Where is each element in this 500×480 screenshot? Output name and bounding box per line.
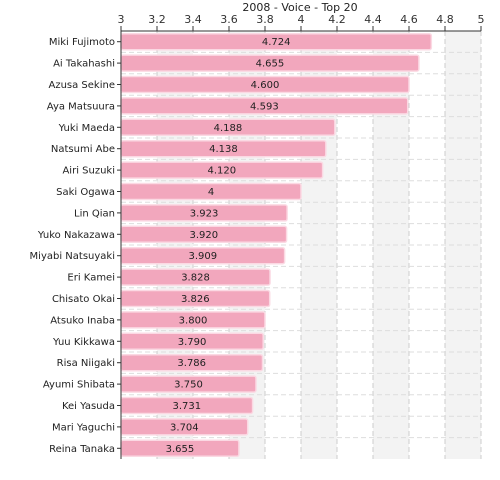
x-tick-label: 4.4 xyxy=(364,13,382,26)
category-label: Yuki Maeda xyxy=(58,123,115,134)
data-label: 3.731 xyxy=(172,401,201,412)
data-label: 3.786 xyxy=(177,358,206,369)
category-label: Ayumi Shibata xyxy=(43,380,115,391)
data-label: 3.828 xyxy=(181,273,210,284)
category-label: Eri Kamei xyxy=(67,273,115,284)
data-label: 4.600 xyxy=(251,80,280,91)
data-label: 4.120 xyxy=(207,166,236,177)
category-label: Risa Niigaki xyxy=(57,358,115,369)
data-label: 3.909 xyxy=(188,251,217,262)
x-tick-label: 3.8 xyxy=(256,13,274,26)
category-label: Yuko Nakazawa xyxy=(37,230,115,241)
data-label: 3.826 xyxy=(181,294,210,305)
bars xyxy=(120,32,433,458)
category-labels: Miki Fujimoto Ai Takahashi Azusa Sekine Aya… xyxy=(30,37,121,455)
category-label: Reina Tanaka xyxy=(49,444,115,455)
category-label: Mari Yaguchi xyxy=(52,422,115,433)
data-label: 4.138 xyxy=(209,144,238,155)
category-label: Saki Ogawa xyxy=(56,187,115,198)
x-tick-label: 3 xyxy=(118,13,125,26)
data-label: 3.655 xyxy=(166,444,195,455)
category-label: Azusa Sekine xyxy=(48,80,115,91)
x-tick-label: 4.8 xyxy=(436,13,454,26)
category-label: Yuu Kikkawa xyxy=(52,337,115,348)
x-tick-label: 4.6 xyxy=(400,13,418,26)
category-label: Kei Yasuda xyxy=(62,401,115,412)
x-tick-label: 4 xyxy=(298,13,305,26)
category-label: Atsuko Inaba xyxy=(50,315,115,326)
category-label: Aya Matsuura xyxy=(47,101,115,112)
x-tick-label: 3.2 xyxy=(148,13,166,26)
category-label: Ai Takahashi xyxy=(53,59,115,70)
data-label: 3.920 xyxy=(189,230,218,241)
data-label: 4 xyxy=(208,187,214,198)
category-label: Natsumi Abe xyxy=(51,144,115,155)
data-label: 4.655 xyxy=(256,59,285,70)
data-label: 3.923 xyxy=(190,208,219,219)
x-tick-label: 3.4 xyxy=(184,13,202,26)
category-label: Miyabi Natsuyaki xyxy=(30,251,115,262)
category-label: Miki Fujimoto xyxy=(49,37,115,48)
category-label: Chisato Okai xyxy=(52,294,115,305)
category-label: Airi Suzuki xyxy=(62,166,115,177)
data-label: 4.724 xyxy=(262,37,291,48)
data-label: 3.790 xyxy=(178,337,207,348)
x-tick-label: 4.2 xyxy=(328,13,346,26)
x-axis-ticks: 3 3.2 3.4 3.6 3.8 4 4.2 4.4 4.6 4.8 5 xyxy=(118,13,485,31)
x-tick-label: 3.6 xyxy=(220,13,238,26)
data-labels: 4.724 4.655 4.600 4.593 4.188 4.138 4.120 4 3.92… xyxy=(166,37,291,455)
x-tick-label: 5 xyxy=(478,13,485,26)
data-label: 3.800 xyxy=(179,315,208,326)
data-label: 4.593 xyxy=(250,101,279,112)
chart-title: 2008 - Voice - Top 20 xyxy=(242,1,357,14)
category-label: Lin Qian xyxy=(74,208,115,219)
data-label: 3.750 xyxy=(174,380,203,391)
data-label: 3.704 xyxy=(170,422,199,433)
data-label: 4.188 xyxy=(214,123,243,134)
